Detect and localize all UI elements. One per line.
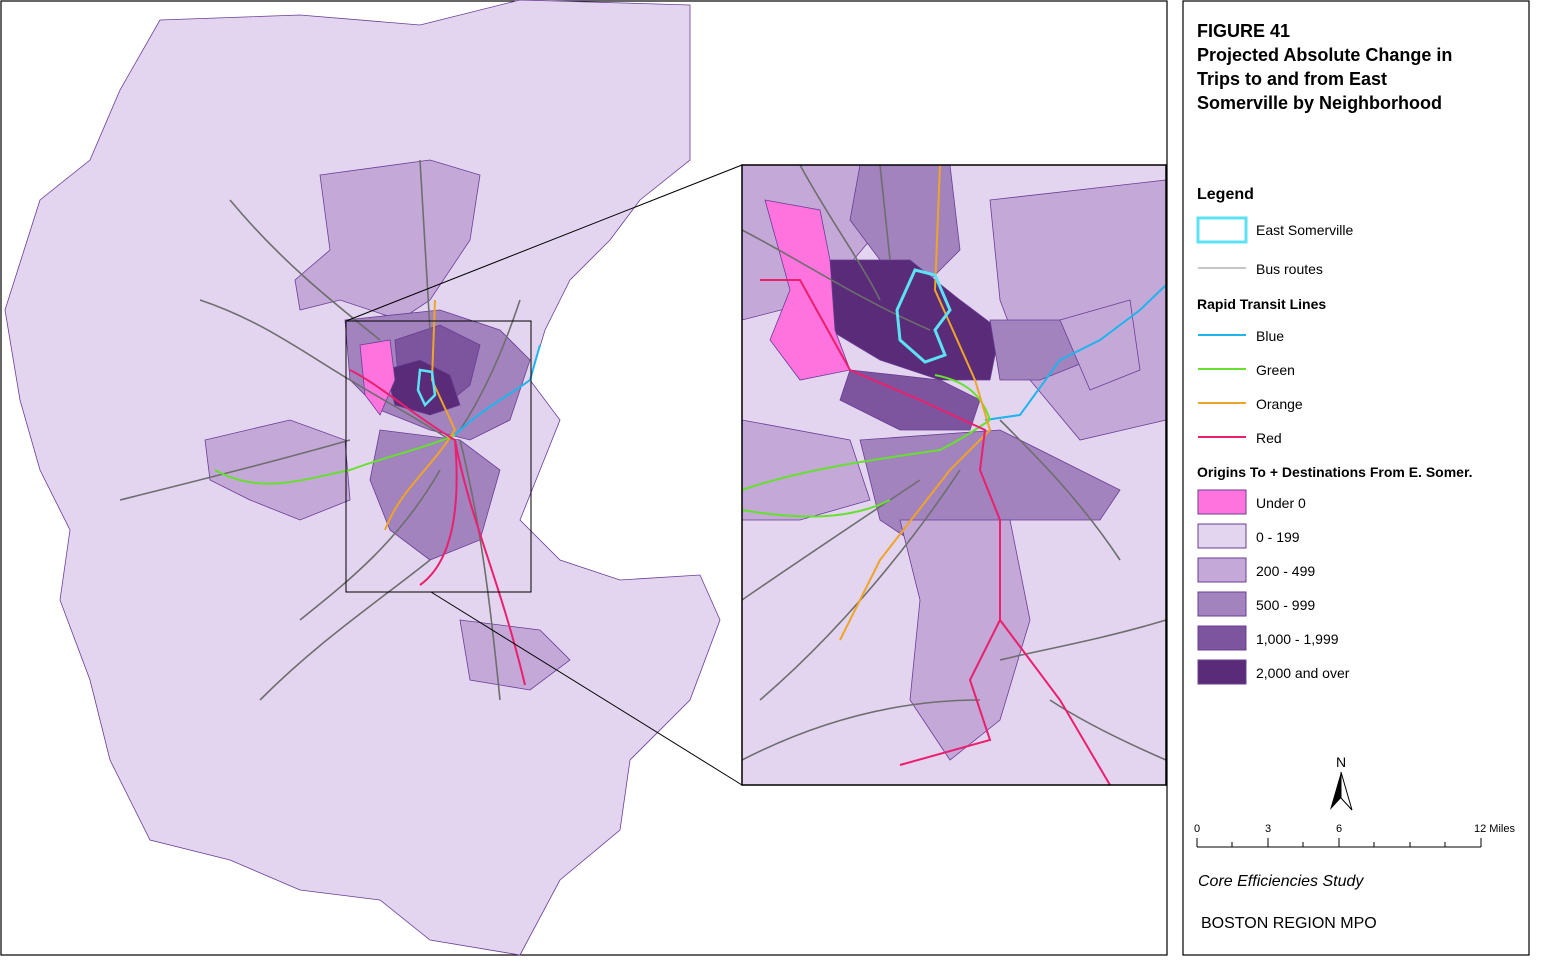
neighborhood-area xyxy=(359,339,396,416)
east-somerville-outline xyxy=(416,368,437,408)
legend-label: 500 - 999 xyxy=(1256,597,1315,613)
neighborhood-area xyxy=(899,519,1031,761)
legend-label: Green xyxy=(1256,362,1295,378)
study-name: Core Efficiencies Study xyxy=(1198,873,1364,890)
neighborhood-area xyxy=(839,369,981,431)
legend-label: East Somerville xyxy=(1256,222,1353,238)
neighborhood-area xyxy=(204,419,351,521)
inset-connector xyxy=(430,591,743,786)
scale-label: 3 xyxy=(1265,823,1271,835)
figure-title: Somerville by Neighborhood xyxy=(1197,93,1442,113)
neighborhood-area xyxy=(459,619,571,691)
legend-label: 1,000 - 1,999 xyxy=(1256,631,1339,647)
north-arrow xyxy=(1340,771,1353,811)
legend-swatch xyxy=(1197,523,1247,549)
legend-swatch xyxy=(1197,557,1247,583)
legend-label: Under 0 xyxy=(1256,495,1306,511)
legend-label: 2,000 and over xyxy=(1256,665,1350,681)
scale-label: 0 xyxy=(1194,823,1200,835)
rapid-transit-line xyxy=(741,374,991,518)
bus-routes xyxy=(741,164,1167,761)
rapid-transit-line xyxy=(384,299,457,531)
legend-panel xyxy=(1182,0,1530,956)
figure-title: Projected Absolute Change in xyxy=(1197,45,1452,65)
scale-label: 12 Miles xyxy=(1474,823,1515,835)
rapid-transit-line xyxy=(454,344,541,436)
neighborhood-area xyxy=(4,0,721,956)
figure-title: Trips to and from East xyxy=(1197,69,1387,89)
legend-label: Bus routes xyxy=(1256,261,1323,277)
agency-name: BOSTON REGION MPO xyxy=(1201,915,1377,932)
neighborhood-area xyxy=(1059,299,1141,391)
legend-entries: Blue Green Orange Red Under 0 0 - 199 200 - 49… xyxy=(1197,328,1350,685)
legend-swatch xyxy=(1197,489,1247,515)
scale-bar xyxy=(1196,838,1482,848)
east-somerville-outline xyxy=(895,268,952,364)
legend-swatch xyxy=(1196,216,1248,244)
figure-number: FIGURE 41 xyxy=(1197,21,1290,41)
inset-extent xyxy=(345,320,532,593)
legend-heading: Legend xyxy=(1197,186,1254,203)
rapid-transit-line xyxy=(760,279,1111,786)
neighborhood-area xyxy=(369,429,501,561)
legend-heading: Origins To + Destinations From E. Somer. xyxy=(1197,464,1473,480)
inset-frame xyxy=(741,164,1167,786)
bus-routes xyxy=(119,159,521,701)
legend-label: 200 - 499 xyxy=(1256,563,1315,579)
inset-connector xyxy=(345,164,743,322)
legend-swatch xyxy=(1197,659,1247,685)
inset-map xyxy=(741,164,1167,786)
rapid-transit-line xyxy=(214,434,456,485)
legend-label: Orange xyxy=(1256,396,1303,412)
legend-label: Blue xyxy=(1256,328,1284,344)
legend-label: Red xyxy=(1256,430,1282,446)
scale-label: 6 xyxy=(1336,823,1342,835)
main-map xyxy=(4,0,743,956)
rapid-transit-line xyxy=(984,284,1167,421)
north-arrow xyxy=(1330,772,1341,810)
rapid-transit-line xyxy=(839,164,992,641)
rapid-transit-line xyxy=(349,369,526,686)
legend-swatch xyxy=(1197,591,1247,617)
legend-swatch xyxy=(1197,625,1247,651)
north-label: N xyxy=(1336,754,1346,770)
legend-heading: Rapid Transit Lines xyxy=(1197,296,1326,312)
legend-label: 0 - 199 xyxy=(1256,529,1300,545)
